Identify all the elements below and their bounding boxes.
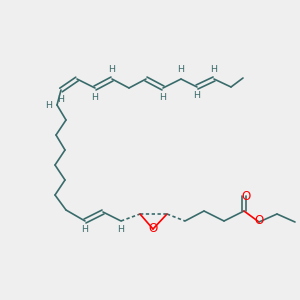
- Text: H: H: [194, 92, 200, 100]
- Text: H: H: [82, 226, 88, 235]
- Text: H: H: [160, 92, 167, 101]
- Text: H: H: [46, 100, 52, 109]
- Text: H: H: [109, 65, 116, 74]
- Text: H: H: [211, 65, 218, 74]
- Text: H: H: [58, 94, 64, 103]
- Text: O: O: [254, 214, 264, 227]
- Text: H: H: [178, 65, 184, 74]
- Text: H: H: [92, 92, 98, 101]
- Text: H: H: [118, 226, 124, 235]
- Text: O: O: [148, 223, 158, 236]
- Text: O: O: [242, 190, 250, 202]
